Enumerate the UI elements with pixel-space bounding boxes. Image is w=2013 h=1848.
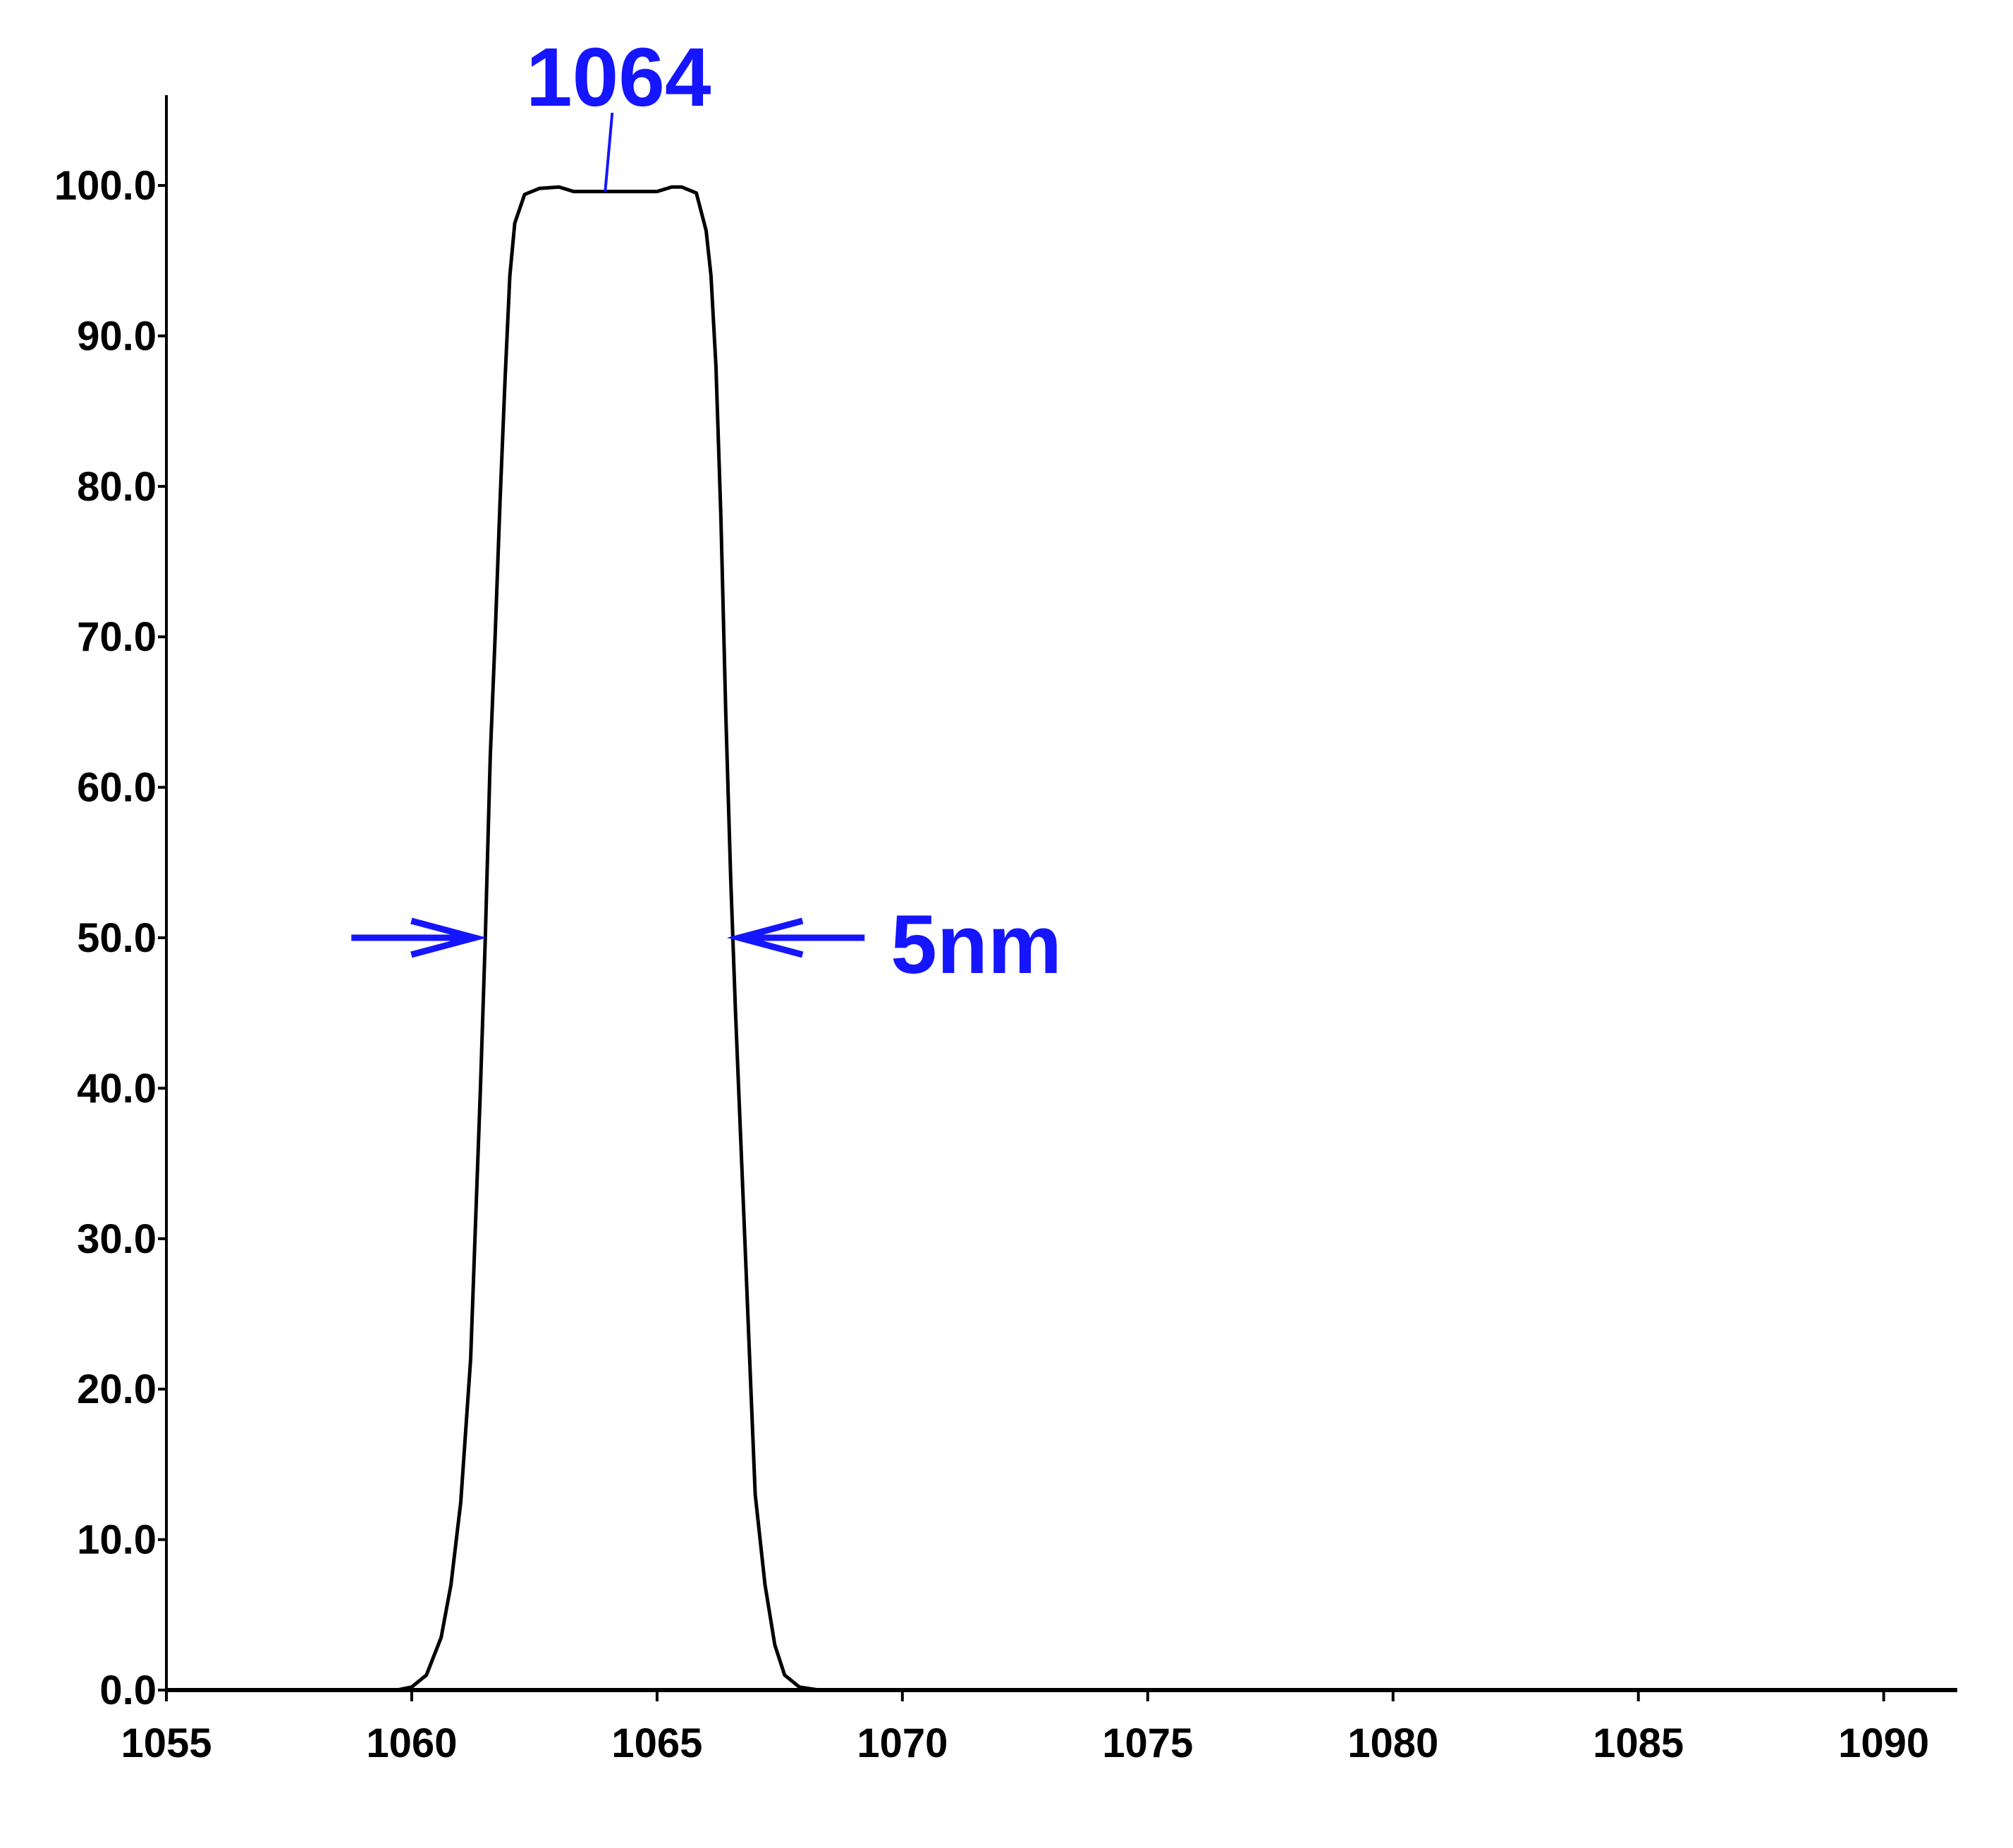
y-tick-label: 50.0 bbox=[77, 915, 157, 961]
y-tick-label: 90.0 bbox=[77, 313, 157, 359]
x-tick-label: 1055 bbox=[121, 1720, 212, 1766]
y-tick-label: 30.0 bbox=[77, 1216, 157, 1262]
left-arrow-head bbox=[410, 917, 487, 958]
y-tick-label: 10.0 bbox=[77, 1517, 157, 1563]
x-tick-label: 1070 bbox=[857, 1720, 948, 1766]
tick-group: 1055 1060 1065 1070 1075 1080 1085 1090 0.0 10.0 2… bbox=[54, 163, 1929, 1766]
x-tick-label: 1075 bbox=[1102, 1720, 1193, 1766]
y-tick-label: 20.0 bbox=[77, 1366, 157, 1412]
y-tick-label: 100.0 bbox=[54, 163, 157, 209]
x-tick-label: 1060 bbox=[366, 1720, 457, 1766]
x-tick-label: 1085 bbox=[1593, 1720, 1684, 1766]
right-arrow-icon bbox=[726, 917, 865, 958]
y-tick-label: 60.0 bbox=[77, 765, 157, 811]
peak-leader-line bbox=[604, 112, 614, 192]
left-arrow-icon bbox=[351, 917, 487, 958]
annotation-group: 1064 5nm bbox=[351, 31, 1062, 991]
series-group bbox=[396, 185, 819, 1692]
y-tick-label: 70.0 bbox=[77, 614, 157, 660]
transmission-series-line bbox=[396, 185, 819, 1692]
y-tick-label: 40.0 bbox=[77, 1065, 157, 1111]
x-tick-label: 1090 bbox=[1838, 1720, 1929, 1766]
y-tick-label: 0.0 bbox=[99, 1668, 157, 1713]
peak-wavelength-label: 1064 bbox=[526, 31, 711, 124]
y-tick-label: 80.0 bbox=[77, 464, 157, 510]
x-tick-label: 1065 bbox=[611, 1720, 702, 1766]
x-tick-label: 1080 bbox=[1347, 1720, 1438, 1766]
axes bbox=[165, 95, 1957, 1692]
bandwidth-label: 5nm bbox=[891, 898, 1062, 991]
right-arrow-head bbox=[726, 917, 804, 958]
